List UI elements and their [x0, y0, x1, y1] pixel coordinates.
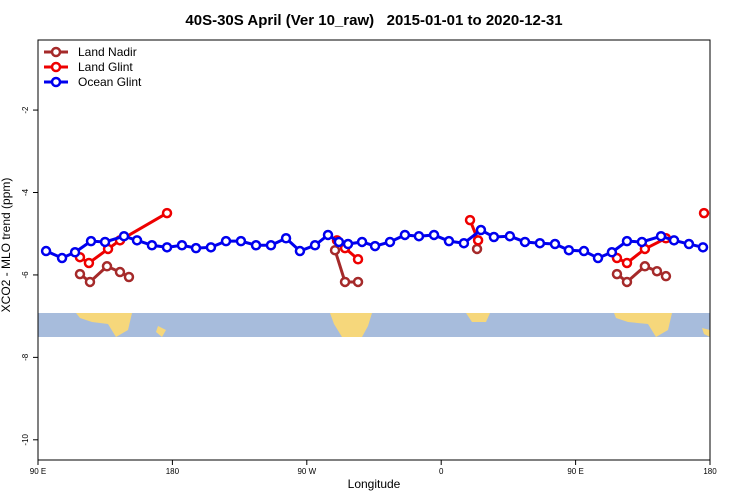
data-point — [352, 254, 364, 265]
legend-marker — [50, 61, 62, 73]
data-point — [606, 247, 618, 258]
data-point — [146, 240, 158, 251]
map-strip — [38, 313, 710, 337]
data-point — [69, 247, 81, 258]
data-point — [611, 268, 623, 280]
data-point — [549, 238, 561, 250]
data-point — [563, 244, 575, 256]
data-point — [309, 240, 321, 251]
y-tick-label: -10 — [21, 433, 30, 445]
data-point — [294, 245, 306, 257]
data-point — [85, 235, 97, 247]
data-point — [322, 229, 334, 241]
data-point — [464, 214, 476, 226]
x-axis-label: Longitude — [348, 477, 401, 491]
data-point — [488, 231, 500, 243]
data-point — [342, 238, 354, 250]
data-point — [399, 229, 411, 241]
data-point — [265, 240, 277, 251]
chart-title: 40S-30S April (Ver 10_raw) 2015-01-01 to… — [185, 12, 562, 29]
data-point — [74, 268, 86, 280]
data-point — [621, 257, 633, 269]
y-tick-label: -6 — [21, 271, 30, 279]
data-point — [655, 230, 667, 242]
x-tick-label: 90 E — [567, 467, 583, 476]
data-point — [190, 242, 202, 254]
data-point — [250, 240, 262, 251]
data-point — [472, 235, 484, 246]
data-point — [471, 243, 483, 255]
data-point — [697, 242, 709, 253]
data-point — [161, 242, 173, 253]
series-line — [79, 249, 667, 284]
x-tick-label: 0 — [439, 467, 444, 476]
data-point — [384, 236, 396, 248]
data-point — [205, 242, 217, 253]
x-tick-label: 90 W — [297, 467, 316, 476]
legend-label: Ocean Glint — [78, 75, 142, 89]
data-point — [333, 236, 345, 248]
legend-marker — [50, 76, 62, 88]
data-point — [235, 235, 247, 247]
x-tick-label: 90 E — [30, 467, 46, 476]
legend-marker — [50, 46, 62, 58]
data-point — [56, 252, 68, 264]
data-point — [639, 261, 651, 272]
data-point — [369, 240, 381, 252]
data-point — [40, 245, 52, 257]
data-point — [280, 233, 292, 244]
x-tick-label: 180 — [166, 467, 180, 476]
data-point — [519, 236, 531, 248]
data-point — [83, 257, 95, 269]
data-point — [668, 235, 680, 246]
data-point — [118, 230, 130, 242]
y-tick-label: -8 — [21, 353, 30, 361]
data-point — [176, 240, 188, 251]
data-point — [458, 237, 470, 249]
data-point — [114, 266, 126, 278]
data-point — [651, 265, 663, 277]
data-point — [683, 238, 695, 250]
data-point — [220, 235, 232, 247]
data-point — [660, 270, 672, 282]
data-point — [123, 271, 135, 283]
data-point — [475, 224, 487, 236]
series-line — [45, 228, 704, 260]
data-point — [698, 207, 710, 219]
data-point — [413, 230, 425, 242]
data-point — [339, 276, 351, 288]
data-point — [356, 236, 368, 248]
plot-frame — [37, 39, 711, 461]
legend-label: Land Nadir — [78, 45, 137, 59]
data-point — [621, 235, 633, 247]
data-point — [352, 276, 364, 288]
data-point — [534, 237, 546, 249]
data-point — [592, 252, 604, 264]
data-point — [504, 230, 516, 242]
data-point — [443, 235, 455, 247]
data-point — [101, 261, 113, 272]
data-point — [84, 276, 96, 288]
data-point — [636, 236, 648, 248]
x-tick-label: 180 — [703, 467, 717, 476]
data-point — [161, 207, 173, 219]
data-point — [131, 235, 143, 246]
data-point — [621, 276, 633, 288]
legend-label: Land Glint — [78, 60, 133, 74]
data-point — [428, 229, 440, 241]
data-point — [578, 245, 590, 257]
y-axis-label: XCO2 - MLO trend (ppm) — [0, 178, 13, 313]
data-point — [329, 244, 341, 256]
y-tick-label: -4 — [21, 188, 30, 196]
data-point — [99, 236, 111, 248]
y-tick-label: -2 — [21, 106, 30, 114]
